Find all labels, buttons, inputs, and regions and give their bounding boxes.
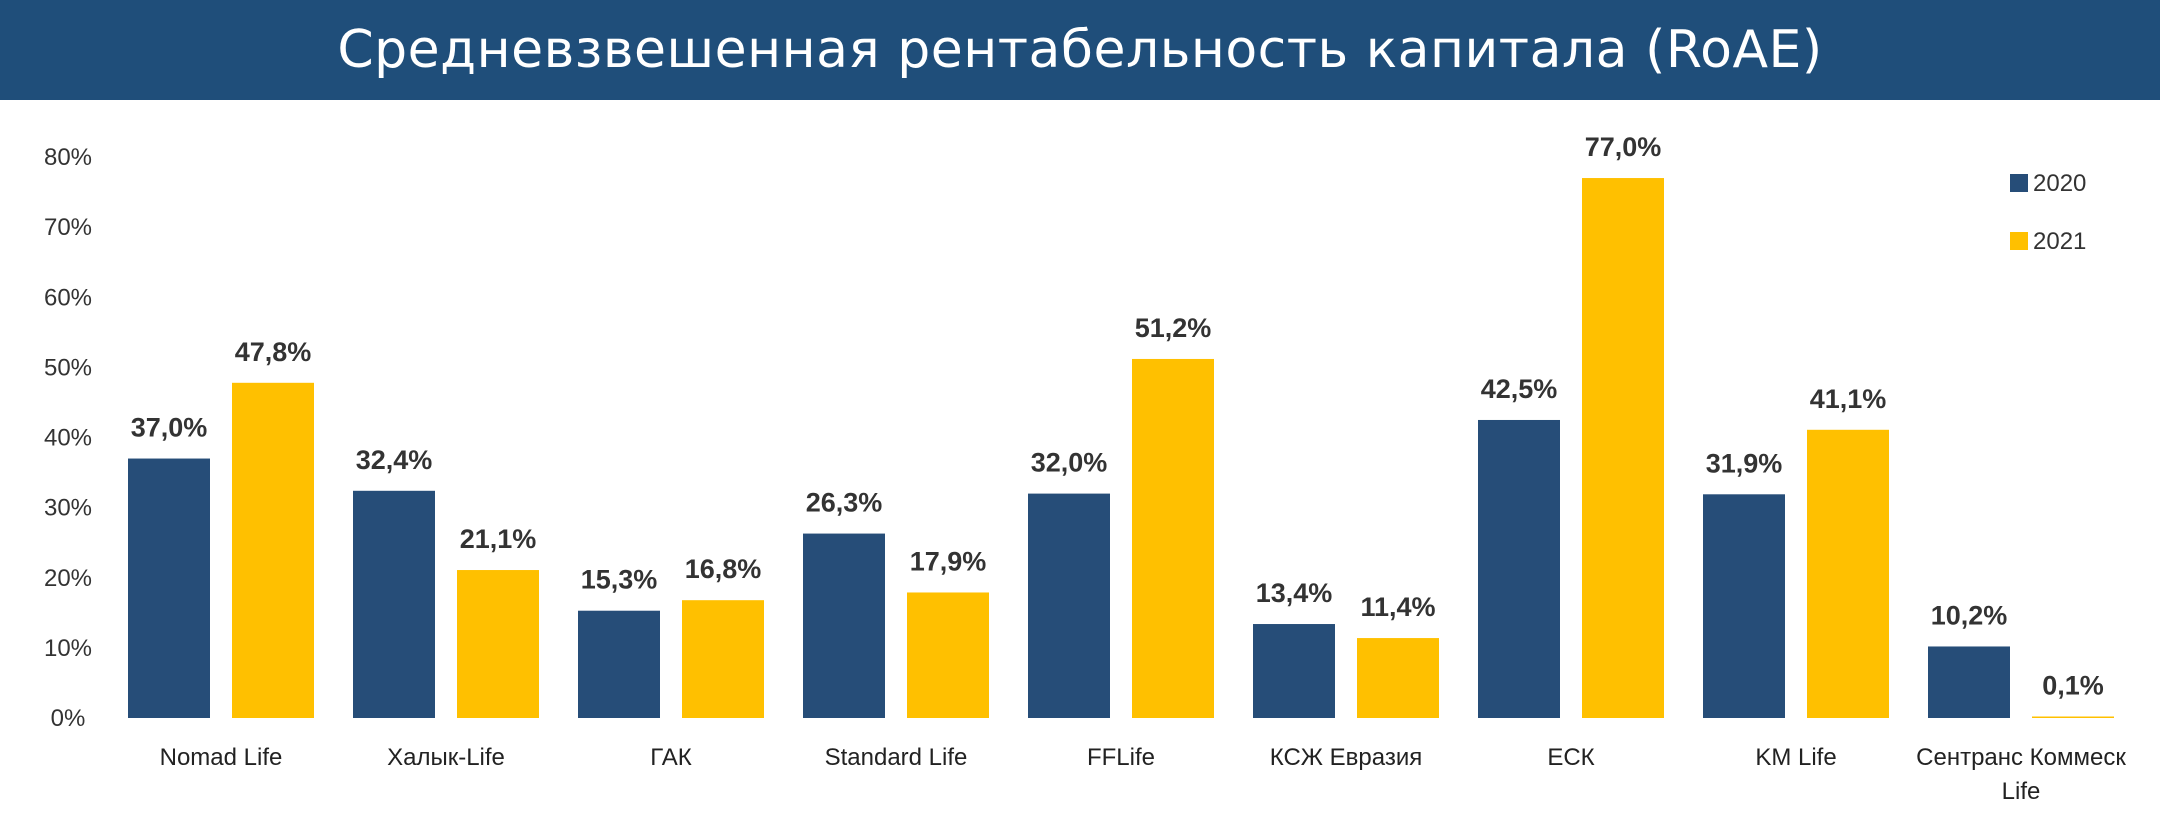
data-label: 10,2% [1931, 600, 2008, 630]
bar [457, 570, 539, 718]
data-label: 32,0% [1031, 448, 1108, 478]
bar [128, 458, 210, 718]
legend-swatch [2010, 174, 2028, 192]
bar [2032, 716, 2114, 718]
bar [1582, 178, 1664, 719]
category-label: KM Life [1755, 744, 1836, 771]
bar [1132, 358, 1214, 718]
bar [1928, 646, 2010, 718]
data-label: 0,1% [2042, 671, 2104, 701]
category-label: ЕСК [1547, 744, 1594, 771]
data-label: 15,3% [581, 565, 658, 595]
y-tick-label: 60% [44, 284, 92, 311]
category-label: FFLife [1087, 744, 1155, 771]
category-label: ГАК [650, 744, 691, 771]
y-tick-label: 40% [44, 425, 92, 452]
legend-label: 2020 [2033, 170, 2086, 197]
category-label-line: FFLife [1087, 744, 1155, 771]
data-label: 21,1% [460, 524, 537, 554]
bar [803, 533, 885, 718]
data-label: 51,2% [1135, 313, 1212, 343]
y-tick-label: 70% [44, 214, 92, 241]
category-label: Сентранс Коммеск Life [1916, 744, 2126, 805]
y-tick-label: 30% [44, 495, 92, 522]
y-tick-label: 80% [44, 144, 92, 171]
data-label: 41,1% [1810, 384, 1887, 414]
chart-title-bar: Средневзвешенная рентабельность капитала… [0, 0, 2160, 100]
chart-title: Средневзвешенная рентабельность капитала… [337, 20, 1823, 80]
category-label-line: ГАК [650, 744, 691, 771]
category-label-line: Халык-Life [387, 744, 505, 771]
bar [232, 382, 314, 718]
bar [1703, 494, 1785, 718]
bar [907, 592, 989, 718]
data-label: 31,9% [1706, 448, 1783, 478]
category-label: Standard Life [825, 744, 968, 771]
category-label-line: КСЖ Евразия [1270, 744, 1422, 771]
bar [1253, 624, 1335, 718]
bar [1357, 638, 1439, 718]
data-label: 16,8% [685, 554, 762, 584]
bar [1028, 493, 1110, 718]
y-tick-label: 50% [44, 354, 92, 381]
category-label-line: KM Life [1755, 744, 1836, 771]
data-label: 26,3% [806, 488, 883, 518]
data-label: 13,4% [1256, 578, 1333, 608]
category-label-line: Standard Life [825, 744, 968, 771]
legend-swatch [2010, 232, 2028, 250]
bar [1478, 419, 1560, 718]
category-label-line: Life [2002, 778, 2041, 805]
bar [1807, 429, 1889, 718]
category-label-line: ЕСК [1547, 744, 1594, 771]
bar [682, 600, 764, 718]
data-label: 47,8% [235, 337, 312, 367]
bar-chart: 0% 10% 20% 30% 40% 50% 60% 70% 80% 37,0% 47,8% Noma… [44, 132, 2126, 805]
category-label: Nomad Life [160, 744, 283, 771]
category-label: КСЖ Евразия [1270, 744, 1422, 771]
category-label-line: Сентранс Коммеск [1916, 744, 2126, 771]
data-label: 11,4% [1360, 592, 1435, 622]
legend-label: 2021 [2033, 228, 2086, 255]
category-label-line: Nomad Life [160, 744, 283, 771]
y-tick-label: 0% [51, 705, 86, 732]
bar [578, 610, 660, 718]
data-label: 37,0% [131, 413, 208, 443]
bar [353, 490, 435, 718]
data-label: 42,5% [1481, 374, 1558, 404]
data-label: 17,9% [910, 546, 987, 576]
data-label: 32,4% [356, 445, 433, 475]
category-label: Халык-Life [387, 744, 505, 771]
y-tick-label: 20% [44, 565, 92, 592]
data-label: 77,0% [1585, 132, 1662, 162]
y-tick-label: 10% [44, 635, 92, 662]
